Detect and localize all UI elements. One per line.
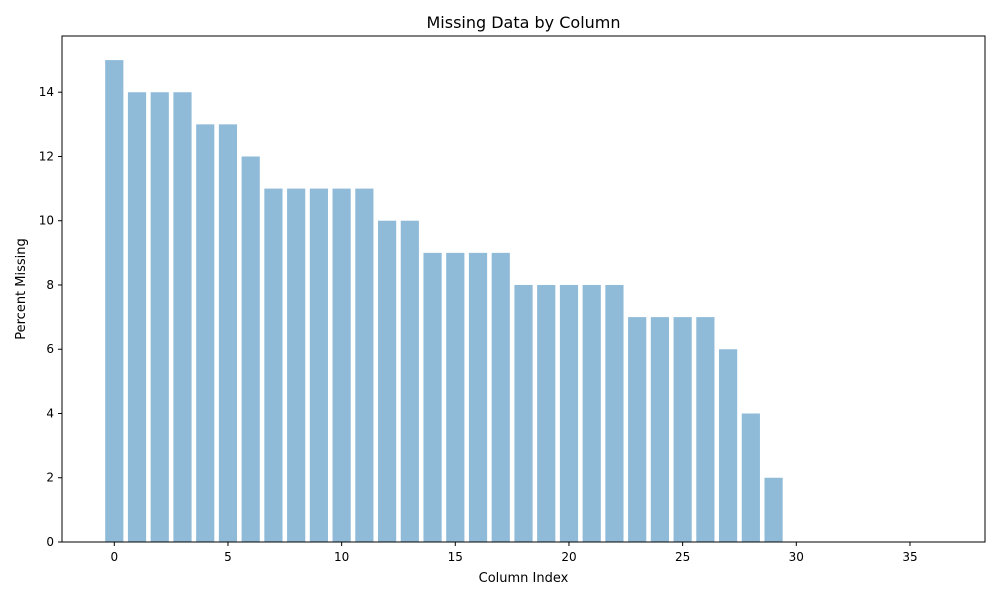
bar-col-23 [628, 317, 647, 542]
bar-col-6 [241, 156, 260, 543]
bar-col-18 [514, 284, 533, 542]
x-tick-label: 25 [675, 550, 690, 564]
x-tick-label: 30 [789, 550, 804, 564]
bar-col-2 [150, 92, 169, 542]
bar-col-5 [218, 124, 238, 542]
bar-col-10 [332, 188, 351, 542]
x-tick-label: 35 [902, 550, 917, 564]
bar-col-4 [196, 124, 215, 542]
x-tick-label: 0 [110, 550, 118, 564]
y-tick-label: 14 [39, 85, 54, 99]
bar-col-14 [423, 252, 442, 543]
y-tick-label: 6 [46, 342, 54, 356]
bars-group [105, 60, 783, 543]
bar-col-28 [741, 413, 760, 542]
bar-col-27 [719, 349, 738, 542]
bar-col-8 [287, 188, 306, 542]
y-tick-label: 2 [46, 471, 54, 485]
y-tick-label: 4 [46, 406, 54, 420]
y-tick-label: 0 [46, 535, 54, 549]
x-tick-label: 10 [334, 550, 349, 564]
x-tick-label: 5 [224, 550, 232, 564]
bar-col-24 [650, 317, 669, 542]
y-tick-label: 12 [39, 149, 54, 163]
bar-col-15 [446, 252, 465, 543]
y-tick-label: 10 [39, 214, 54, 228]
bar-col-7 [264, 188, 283, 542]
bar-col-11 [355, 188, 374, 542]
plot-frame [61, 35, 986, 543]
bar-col-16 [468, 252, 488, 543]
y-tick-label: 8 [46, 278, 54, 292]
bar-col-19 [537, 284, 556, 542]
x-axis-ticks: 0 5 10 15 20 25 30 35 [110, 542, 918, 564]
bar-col-3 [173, 92, 192, 542]
bar-col-1 [127, 92, 147, 542]
bar-col-29 [764, 477, 783, 542]
bar-col-25 [673, 317, 692, 542]
bar-col-12 [378, 220, 397, 543]
bar-col-17 [491, 252, 510, 543]
x-tick-label: 15 [448, 550, 463, 564]
x-tick-label: 20 [561, 550, 576, 564]
y-axis-title: Percent Missing [14, 238, 29, 340]
bar-col-26 [696, 317, 715, 542]
bar-col-20 [559, 284, 579, 542]
y-axis-ticks: 0 2 4 6 8 10 12 14 [39, 85, 62, 549]
bar-col-21 [582, 284, 601, 542]
bar-col-13 [400, 220, 419, 543]
bar-col-22 [605, 284, 624, 542]
x-axis-title: Column Index [479, 571, 569, 586]
bar-col-9 [309, 188, 328, 542]
chart-title: Missing Data by Column [426, 13, 620, 32]
bar-col-0 [105, 60, 124, 542]
